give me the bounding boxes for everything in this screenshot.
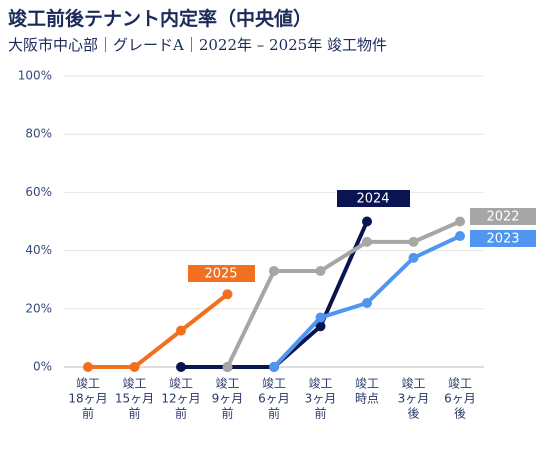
chart-subtitle: 大阪市中心部｜グレードA｜2022年 – 2025年 竣工物件 [8,36,387,54]
y-tick-label: 80% [25,127,52,141]
x-tick-label: 前 [221,406,233,421]
legend-label: 2025 [204,267,237,282]
point [129,362,140,372]
x-tick-label: 竣工 [308,376,332,391]
point [269,265,279,276]
series-line [181,220,369,369]
x-tick-label: 前 [268,406,280,421]
x-tick-label: 15ヶ月 [115,392,154,406]
point [315,312,326,323]
x-tick-label: 前 [128,406,140,421]
x-tick-label: 竣工 [401,376,425,391]
point [315,265,326,276]
legend-label: 2022 [486,210,519,225]
x-tick-label: 前 [314,406,326,421]
point [83,362,93,372]
x-tick-label: 後 [407,407,419,421]
y-tick-label: 40% [25,243,52,257]
chart-title: 竣工前後テナント内定率（中央値） [8,7,312,30]
x-tick-label: 6ヶ月 [258,392,290,406]
point [362,297,372,308]
x-tick-label: 3ヶ月 [398,392,430,406]
point [269,362,279,372]
series-line [88,292,229,369]
y-tick-label: 0% [33,360,52,374]
y-tick-label: 20% [25,301,52,315]
x-tick-label: 9ヶ月 [212,392,244,406]
x-tick-label: 12ヶ月 [161,392,200,406]
legend-label: 2023 [486,232,519,247]
point [362,236,372,247]
point [315,321,326,332]
point [362,216,372,227]
legend-box [470,230,536,247]
x-tick-label: 6ヶ月 [444,392,476,406]
x-tick-label: 竣工 [215,376,239,391]
point [176,362,186,372]
point [408,252,419,263]
point [455,216,465,227]
series-line [225,219,461,368]
point [222,362,233,372]
y-tick-label: 60% [25,185,52,199]
x-tick-label: 竣工 [122,376,146,391]
x-tick-label: 竣工 [76,376,100,391]
x-tick-label: 18ヶ月 [68,392,107,406]
point [408,236,419,247]
legend-box [188,265,255,282]
point [222,289,233,300]
legend-box [470,208,536,225]
x-tick-label: 後 [454,407,466,421]
legend-box [337,190,410,207]
legend-label: 2024 [356,192,389,207]
x-tick-label: 3ヶ月 [305,392,337,406]
x-tick-label: 時点 [355,392,379,406]
x-tick-label: 竣工 [355,376,379,391]
y-tick-label: 100% [18,69,52,83]
point [455,231,465,242]
x-tick-label: 竣工 [448,376,472,391]
x-tick-label: 前 [82,406,94,421]
point [176,325,186,336]
x-tick-label: 竣工 [169,376,193,391]
x-tick-label: 竣工 [262,376,286,391]
x-tick-label: 前 [175,406,187,421]
